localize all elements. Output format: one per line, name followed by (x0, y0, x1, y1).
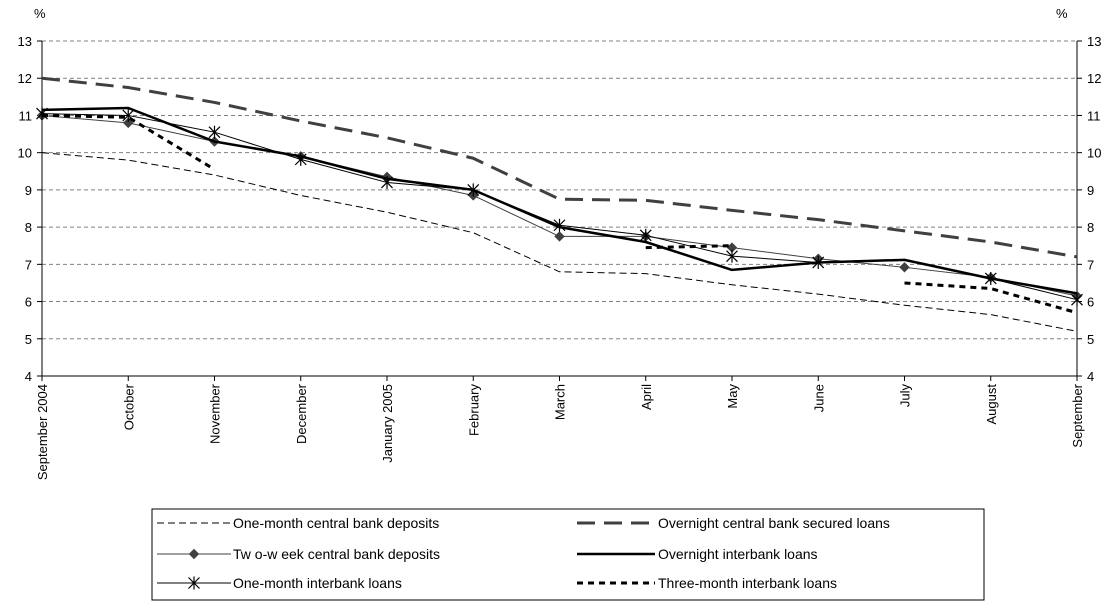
x-tick-label: October (121, 383, 136, 430)
y-tick-labels-left: 4 5 6 7 8 9 10 11 12 13 (18, 34, 32, 384)
data-point-diamond (899, 262, 910, 273)
x-tick-label: December (294, 383, 309, 444)
y-tick-label-left: 10 (18, 146, 32, 161)
legend-item: Tw o-w eek central bank deposits (157, 546, 440, 562)
data-point-star (639, 228, 652, 242)
y-tick-label-right: 6 (1087, 295, 1094, 310)
gridlines (42, 40, 1077, 340)
x-tick-label: September (1070, 383, 1085, 447)
legend-marker (188, 548, 200, 560)
legend-label: One-month central bank deposits (233, 515, 439, 531)
y-tick-label-left: 7 (25, 257, 32, 272)
series-line (41, 106, 1078, 295)
x-tick-labels: September 2004 October November December Jan… (35, 383, 1085, 480)
series-lines (36, 76, 1083, 332)
y-tick-label-right: 11 (1087, 108, 1101, 123)
series-line (904, 281, 1078, 315)
data-point-star (208, 125, 221, 139)
data-point-star (553, 218, 566, 232)
y-tick-label-right: 4 (1087, 369, 1094, 384)
legend-item: Overnight central bank secured loans (577, 515, 890, 531)
data-point-star (467, 183, 480, 197)
series (36, 107, 1083, 307)
x-tick-label: April (639, 384, 654, 410)
legend-label: One-month interbank loans (233, 575, 402, 591)
y-tick-label-right: 12 (1087, 71, 1101, 86)
legend-label: Tw o-w eek central bank deposits (233, 546, 440, 562)
y-tick-label-left: 13 (18, 34, 32, 49)
y-tick-label-right: 13 (1087, 34, 1101, 49)
x-tick-label: November (208, 383, 223, 444)
data-point-star (1071, 293, 1083, 307)
legend-item: One-month central bank deposits (157, 515, 439, 531)
left-axis-unit: % (34, 6, 46, 21)
y-tick-label-right: 7 (1087, 257, 1094, 272)
series-line (41, 114, 1078, 297)
legend-item: One-month interbank loans (157, 575, 402, 591)
right-axis-unit: % (1056, 6, 1068, 21)
legend-item: Three-month interbank loans (577, 575, 837, 591)
y-tick-labels-right: 4 5 6 7 8 9 10 11 12 13 (1087, 34, 1101, 384)
y-tick-label-left: 8 (25, 220, 32, 235)
axes: % % (34, 6, 1082, 381)
y-tick-label-left: 9 (25, 183, 32, 198)
y-tick-label-left: 5 (25, 332, 32, 347)
data-point-star (984, 271, 997, 285)
y-tick-label-right: 5 (1087, 332, 1094, 347)
y-tick-label-left: 6 (25, 295, 32, 310)
data-point-diamond (123, 117, 134, 129)
data-point-star (381, 175, 393, 189)
legend-label: Overnight central bank secured loans (658, 515, 890, 531)
data-point-star (726, 249, 738, 263)
x-tick-label: May (725, 384, 740, 409)
y-tick-label-left: 4 (25, 369, 32, 384)
data-point-star (294, 152, 307, 166)
legend-label: Overnight interbank loans (658, 546, 818, 562)
series-line (41, 113, 819, 263)
series (41, 106, 1078, 295)
series (41, 113, 1078, 315)
x-tick-label: March (553, 384, 568, 420)
x-tick-label: July (898, 384, 913, 408)
legend: One-month central bank deposits Overnight… (151, 508, 985, 601)
series (41, 76, 1078, 259)
series-line (41, 152, 1078, 332)
series-line (645, 244, 733, 250)
legend-marker (188, 576, 200, 590)
x-tick-label: June (811, 384, 826, 412)
y-tick-label-right: 9 (1087, 183, 1094, 198)
x-tick-label: February (466, 384, 481, 437)
series-line (41, 76, 1078, 259)
series-line (990, 277, 1078, 301)
data-point-star (812, 255, 825, 269)
legend-label: Three-month interbank loans (658, 575, 837, 591)
y-tick-label-right: 10 (1087, 146, 1101, 161)
x-tick-label: August (984, 384, 999, 425)
data-point-star (36, 107, 48, 121)
series (41, 152, 1078, 332)
x-tick-label: January 2005 (380, 384, 395, 463)
legend-box (151, 508, 985, 601)
x-tick-label: September 2004 (35, 384, 50, 480)
legend-item: Overnight interbank loans (577, 546, 818, 562)
data-point-diamond (554, 231, 565, 242)
y-tick-label-left: 11 (19, 108, 33, 123)
y-tick-label-left: 12 (18, 71, 32, 86)
y-tick-label-right: 8 (1087, 220, 1094, 235)
